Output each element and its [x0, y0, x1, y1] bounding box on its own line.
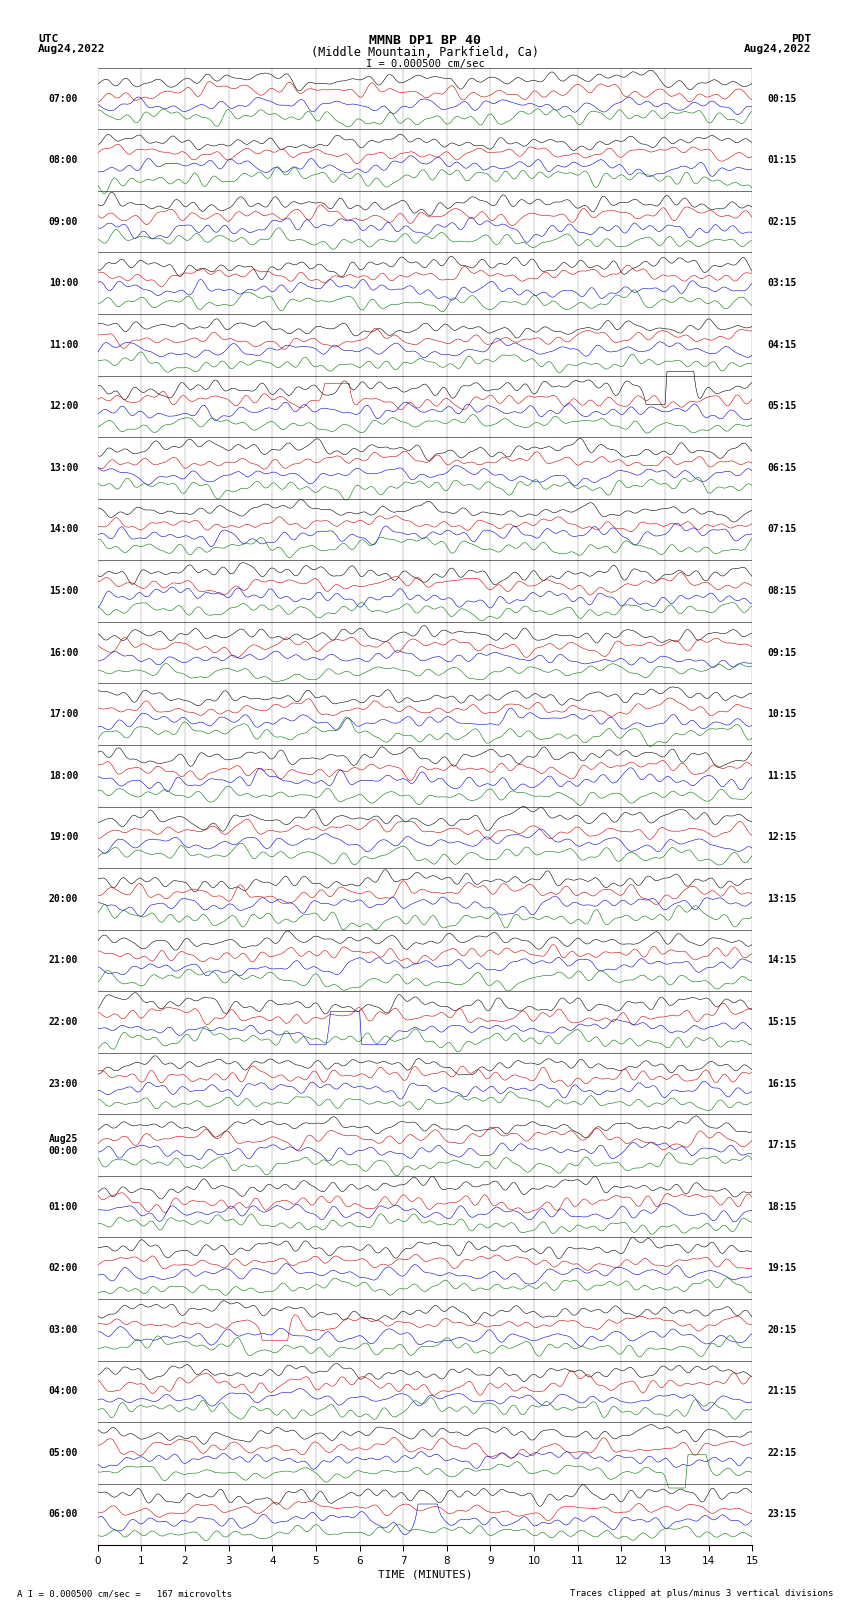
Text: Traces clipped at plus/minus 3 vertical divisions: Traces clipped at plus/minus 3 vertical …: [570, 1589, 833, 1598]
Text: PDT: PDT: [791, 34, 812, 44]
Text: 05:15: 05:15: [768, 402, 797, 411]
Text: 07:15: 07:15: [768, 524, 797, 534]
Text: 18:15: 18:15: [768, 1202, 797, 1211]
Text: 13:15: 13:15: [768, 894, 797, 903]
Text: 06:00: 06:00: [48, 1510, 78, 1519]
Text: 08:15: 08:15: [768, 586, 797, 597]
Text: 16:00: 16:00: [48, 647, 78, 658]
Text: 14:00: 14:00: [48, 524, 78, 534]
Text: UTC: UTC: [38, 34, 59, 44]
Text: 17:15: 17:15: [768, 1140, 797, 1150]
Text: 21:00: 21:00: [48, 955, 78, 966]
Text: 01:15: 01:15: [768, 155, 797, 165]
Text: 12:00: 12:00: [48, 402, 78, 411]
Text: 19:15: 19:15: [768, 1263, 797, 1273]
Text: 02:00: 02:00: [48, 1263, 78, 1273]
Text: 01:00: 01:00: [48, 1202, 78, 1211]
X-axis label: TIME (MINUTES): TIME (MINUTES): [377, 1569, 473, 1579]
Text: 10:15: 10:15: [768, 710, 797, 719]
Text: 16:15: 16:15: [768, 1079, 797, 1089]
Text: 11:00: 11:00: [48, 340, 78, 350]
Text: 22:15: 22:15: [768, 1448, 797, 1458]
Text: A I = 0.000500 cm/sec =   167 microvolts: A I = 0.000500 cm/sec = 167 microvolts: [17, 1589, 232, 1598]
Text: 06:15: 06:15: [768, 463, 797, 473]
Text: 10:00: 10:00: [48, 277, 78, 289]
Text: 09:15: 09:15: [768, 647, 797, 658]
Text: 22:00: 22:00: [48, 1016, 78, 1027]
Text: 04:15: 04:15: [768, 340, 797, 350]
Text: (Middle Mountain, Parkfield, Ca): (Middle Mountain, Parkfield, Ca): [311, 45, 539, 60]
Text: 15:15: 15:15: [768, 1016, 797, 1027]
Text: 03:15: 03:15: [768, 277, 797, 289]
Text: 04:00: 04:00: [48, 1386, 78, 1397]
Text: Aug25
00:00: Aug25 00:00: [48, 1134, 78, 1157]
Text: 20:00: 20:00: [48, 894, 78, 903]
Text: 14:15: 14:15: [768, 955, 797, 966]
Text: 23:15: 23:15: [768, 1510, 797, 1519]
Text: 23:00: 23:00: [48, 1079, 78, 1089]
Text: 11:15: 11:15: [768, 771, 797, 781]
Text: Aug24,2022: Aug24,2022: [745, 44, 812, 55]
Text: 15:00: 15:00: [48, 586, 78, 597]
Text: 20:15: 20:15: [768, 1324, 797, 1336]
Text: MMNB DP1 BP 40: MMNB DP1 BP 40: [369, 34, 481, 47]
Text: 12:15: 12:15: [768, 832, 797, 842]
Text: I = 0.000500 cm/sec: I = 0.000500 cm/sec: [366, 58, 484, 69]
Text: 05:00: 05:00: [48, 1448, 78, 1458]
Text: 13:00: 13:00: [48, 463, 78, 473]
Text: 07:00: 07:00: [48, 94, 78, 103]
Text: 08:00: 08:00: [48, 155, 78, 165]
Text: 09:00: 09:00: [48, 216, 78, 227]
Text: 03:00: 03:00: [48, 1324, 78, 1336]
Text: 21:15: 21:15: [768, 1386, 797, 1397]
Text: 18:00: 18:00: [48, 771, 78, 781]
Text: 19:00: 19:00: [48, 832, 78, 842]
Text: Aug24,2022: Aug24,2022: [38, 44, 105, 55]
Text: 02:15: 02:15: [768, 216, 797, 227]
Text: 00:15: 00:15: [768, 94, 797, 103]
Text: 17:00: 17:00: [48, 710, 78, 719]
